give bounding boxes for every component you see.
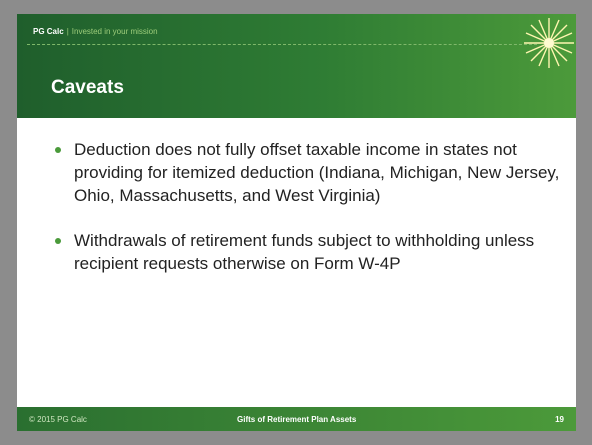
footer: © 2015 PG Calc Gifts of Retirement Plan … (17, 407, 576, 431)
copyright: © 2015 PG Calc (29, 415, 87, 424)
page-number: 19 (555, 415, 564, 424)
bullet: Deduction does not fully offset taxable … (54, 138, 564, 207)
brand-line: PG Calc | Invested in your mission (33, 27, 158, 36)
starburst (524, 18, 574, 68)
brand: PG Calc (33, 27, 64, 36)
slide-title: Caveats (51, 77, 124, 98)
header: PG Calc | Invested in your mission Caveats (17, 14, 576, 118)
tagline: Invested in your mission (71, 27, 158, 36)
bullet-list: Deduction does not fully offset taxable … (54, 138, 564, 297)
divider (27, 44, 537, 45)
slide: PG Calc | Invested in your mission Caveats… (17, 14, 576, 431)
separator: | (66, 27, 69, 36)
bullet: Withdrawals of retirement funds subject … (54, 229, 564, 275)
footer-title: Gifts of Retirement Plan Assets (237, 415, 357, 424)
